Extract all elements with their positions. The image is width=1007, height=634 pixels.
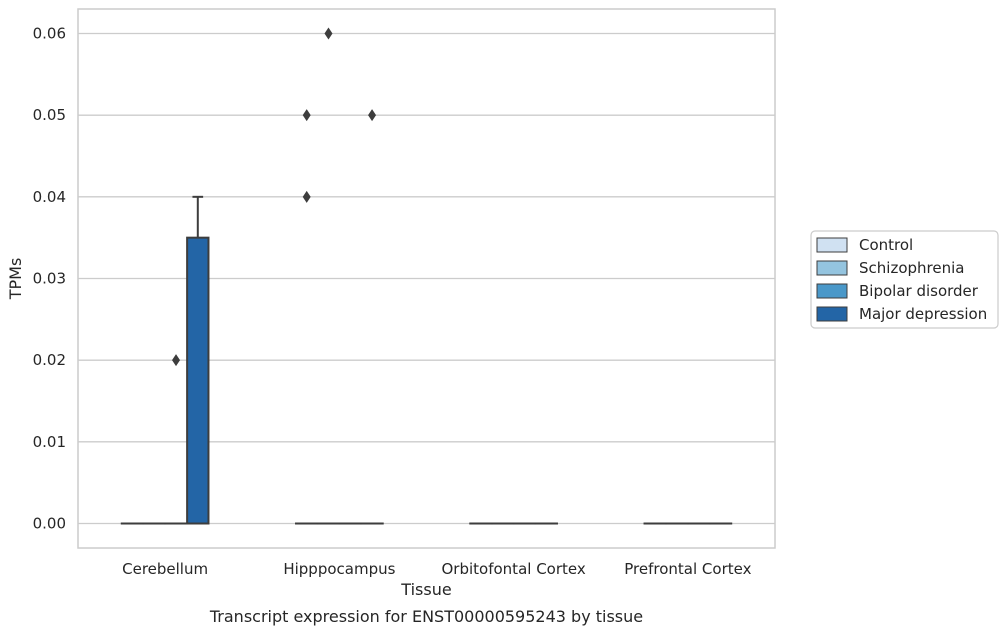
legend-label: Major depression	[859, 305, 987, 323]
box-schizophrenia	[316, 27, 341, 525]
outlier-point	[368, 109, 377, 122]
x-tick-label: Cerebellum	[122, 560, 208, 578]
legend-label: Control	[859, 236, 913, 254]
box-bipolar-disorder	[164, 354, 188, 525]
legend-label: Bipolar disorder	[859, 282, 979, 300]
x-axis-label: Tissue	[400, 580, 451, 599]
legend-swatch	[816, 306, 848, 322]
legend-swatch	[816, 260, 848, 276]
y-tick-label: 0.02	[33, 351, 66, 369]
outlier-point	[172, 354, 181, 367]
box-major-depression	[360, 109, 384, 525]
box-body	[186, 236, 210, 525]
outlier-point	[302, 190, 311, 203]
x-axis-ticks: Cerebellum Hipppocampus Orbitofontal Corte…	[122, 560, 751, 578]
y-tick-label: 0.03	[33, 270, 66, 288]
legend-swatch	[816, 283, 848, 299]
y-axis-ticks: 0.00 0.01 0.02 0.03 0.04 0.05 0.06	[33, 25, 66, 533]
y-tick-label: 0.06	[33, 25, 66, 43]
x-tick-label: Orbitofontal Cortex	[442, 560, 586, 578]
y-tick-label: 0.04	[33, 188, 66, 206]
y-axis-label: TPMs	[6, 258, 25, 301]
x-tick-label: Hipppocampus	[283, 560, 395, 578]
y-tick-label: 0.01	[33, 433, 66, 451]
outlier-point	[302, 109, 311, 122]
y-tick-label: 0.00	[33, 515, 66, 533]
legend-label: Schizophrenia	[859, 259, 964, 277]
chart-caption: Transcript expression for ENST0000059524…	[209, 607, 643, 626]
legend-swatch	[816, 237, 848, 253]
legend: Control Schizophrenia Bipolar disorder Majo…	[810, 230, 999, 329]
y-tick-label: 0.05	[33, 106, 66, 124]
grid-lines	[78, 32, 775, 525]
box-plots	[120, 27, 733, 525]
x-tick-label: Prefrontal Cortex	[624, 560, 751, 578]
plot-area-frame	[77, 8, 776, 549]
legend-frame	[810, 230, 999, 329]
box-control	[295, 109, 319, 525]
outlier-point	[324, 27, 333, 40]
box-major-depression	[186, 195, 210, 525]
